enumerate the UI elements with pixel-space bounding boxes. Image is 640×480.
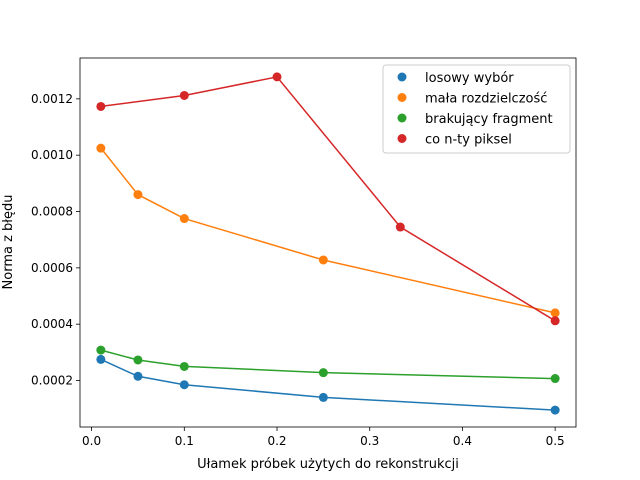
data-point-0-3 xyxy=(318,392,328,402)
data-point-1-1 xyxy=(133,190,143,200)
data-point-2-2 xyxy=(179,361,189,371)
data-point-3-1 xyxy=(179,90,189,100)
data-point-2-1 xyxy=(133,355,143,365)
legend: losowy wybór mała rozdzielczość brakujący … xyxy=(382,64,571,154)
y-tick-label-4: 0.0010 xyxy=(31,148,73,162)
y-axis-label: Norma z błędu xyxy=(1,195,16,290)
legend-marker-0 xyxy=(397,72,407,82)
x-tick-label-1: 0.1 xyxy=(175,434,194,448)
data-point-3-0 xyxy=(96,101,106,111)
data-point-1-4 xyxy=(550,308,560,318)
data-point-3-4 xyxy=(550,316,560,326)
legend-marker-3 xyxy=(397,134,407,143)
legend-label-1: mała rozdzielczość xyxy=(425,92,547,107)
plot-area xyxy=(79,57,577,428)
legend-label-0: losowy wybór xyxy=(425,71,514,86)
data-point-1-0 xyxy=(96,143,106,153)
data-point-0-0 xyxy=(96,354,106,364)
legend-label-2: brakujący fragment xyxy=(425,112,553,127)
data-point-0-2 xyxy=(179,380,189,390)
y-tick-label-1: 0.0004 xyxy=(31,317,73,331)
y-tick-label-2: 0.0006 xyxy=(31,261,73,275)
data-point-1-3 xyxy=(318,255,328,265)
y-tick-label-3: 0.0008 xyxy=(31,205,73,219)
y-tick-label-5: 0.0012 xyxy=(31,92,73,106)
series-line-0 xyxy=(100,358,556,411)
data-point-2-3 xyxy=(318,368,328,378)
x-tick-label-2: 0.2 xyxy=(267,434,286,448)
x-tick-label-3: 0.3 xyxy=(360,434,379,448)
y-axis: 0.0002 0.0004 0.0006 0.0008 0.0010 0.0012 xyxy=(31,92,80,388)
legend-marker-2 xyxy=(397,113,407,123)
legend-label-3: co n-ty piksel xyxy=(425,133,512,148)
data-point-0-1 xyxy=(133,371,143,381)
x-axis: 0.0 0.1 0.2 0.3 0.4 0.5 xyxy=(82,427,565,448)
x-axis-label: Ułamek próbek użytych do rekonstrukcji xyxy=(197,457,459,472)
x-tick-label-5: 0.5 xyxy=(546,434,565,448)
x-tick-label-0: 0.0 xyxy=(82,434,101,448)
data-point-2-4 xyxy=(550,374,560,384)
data-point-2-0 xyxy=(96,345,106,355)
y-tick-label-0: 0.0002 xyxy=(31,374,73,388)
legend-marker-1 xyxy=(397,93,407,102)
series-line-1 xyxy=(100,147,556,314)
series-line-2 xyxy=(100,349,556,380)
data-point-1-2 xyxy=(179,214,189,224)
x-tick-label-4: 0.4 xyxy=(453,434,472,448)
data-point-3-3 xyxy=(395,222,405,232)
data-point-0-4 xyxy=(550,405,560,415)
data-point-3-2 xyxy=(272,72,282,82)
legend-box xyxy=(382,64,571,154)
plot-frame xyxy=(79,57,577,428)
